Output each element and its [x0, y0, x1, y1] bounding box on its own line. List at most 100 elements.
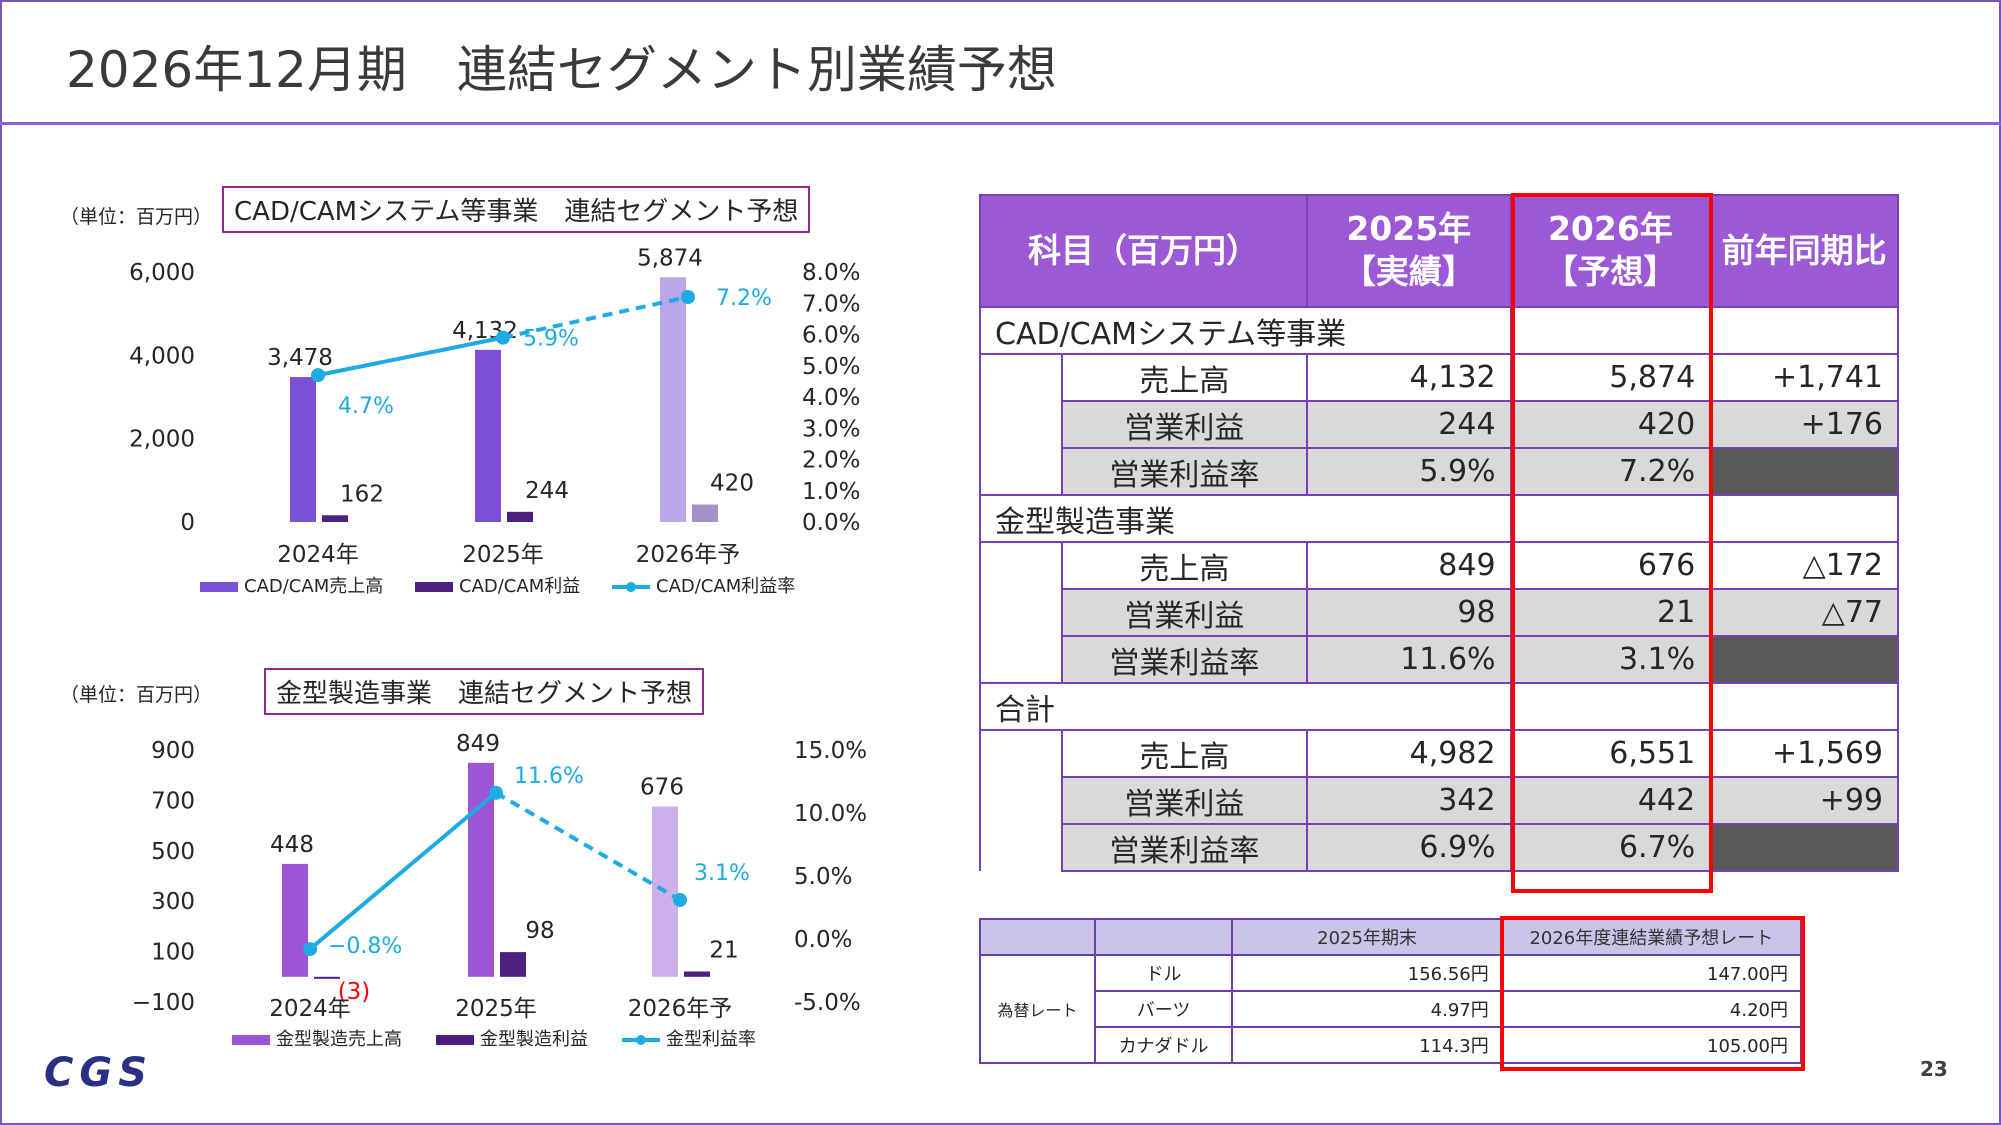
section-name: 合計: [979, 682, 1512, 731]
y2-tick-label: 2.0%: [802, 448, 860, 474]
chart1-unit-label: （単位：百万円）: [60, 206, 213, 228]
category-label: 2024年: [269, 996, 351, 1022]
value-2026: 6.7%: [1509, 823, 1712, 872]
profit-value-label: 420: [710, 471, 754, 497]
fx-row: カナダドル 114.3円 105.00円: [980, 1026, 1803, 1064]
legend-rate-marker: [636, 1035, 646, 1045]
section-blank: [1709, 682, 1899, 731]
profit-value-label: (3): [338, 979, 371, 1005]
y2-tick-label: 15.0%: [794, 738, 867, 764]
value-2025: 6.9%: [1305, 823, 1512, 872]
section-blank: [1509, 682, 1712, 731]
value-yoy: [1709, 635, 1899, 684]
rate-value-label: 4.7%: [338, 394, 394, 419]
section-name: CAD/CAMシステム等事業: [979, 306, 1512, 355]
rate-value-label: 11.6%: [514, 764, 584, 789]
y-tick-label: 2,000: [129, 427, 195, 453]
section-row: CAD/CAMシステム等事業: [979, 306, 1899, 355]
fx-header-blank2: [1093, 918, 1234, 956]
row-label: 営業利益: [1060, 776, 1308, 825]
legend-profit-swatch: [436, 1035, 474, 1045]
indent-cell: [979, 730, 1063, 777]
header-2026: 2026年 【予想】: [1509, 194, 1712, 308]
y2-tick-label: 1.0%: [802, 479, 860, 505]
rate-point: [681, 290, 695, 304]
sales-value-label: 448: [270, 832, 314, 858]
indent-cell: [979, 354, 1063, 401]
y-tick-label: 6,000: [129, 260, 195, 286]
value-2025: 4,982: [1305, 729, 1512, 778]
indent-cell: [979, 589, 1063, 636]
sales-value-label: 849: [456, 731, 500, 757]
rate-point: [496, 330, 510, 345]
value-yoy: [1709, 823, 1899, 872]
forecast-column-highlight: [1511, 193, 1713, 893]
fx-rate-table: 2025年期末 2026年度連結業績予想レート 為替レート ドル 156.56円 14…: [979, 918, 1803, 1064]
y2-tick-label: 8.0%: [802, 260, 860, 286]
section-blank: [1709, 494, 1899, 543]
fx-group-label: 為替レート: [979, 954, 1096, 1064]
profit-bar: [684, 971, 710, 977]
value-2025: 11.6%: [1305, 635, 1512, 684]
y2-tick-label: 0.0%: [794, 927, 852, 953]
indent-cell: [979, 636, 1063, 683]
row-label: 売上高: [1060, 729, 1308, 778]
rate-point: [303, 942, 317, 957]
legend-profit-label: 金型製造利益: [480, 1029, 588, 1050]
y-tick-label: 300: [151, 889, 195, 915]
value-2026: 7.2%: [1509, 447, 1712, 496]
fx-currency: バーツ: [1093, 990, 1234, 1028]
indent-cell: [979, 777, 1063, 824]
fx-row: 為替レート ドル 156.56円 147.00円: [979, 954, 1803, 1064]
sales-bar: [660, 277, 686, 522]
category-label: 2026年予: [636, 542, 741, 568]
fx-forecast-highlight: [1500, 916, 1805, 1071]
fx-2025: 4.97円: [1231, 990, 1503, 1028]
value-yoy: +176: [1709, 400, 1899, 449]
y2-tick-label: 0.0%: [802, 510, 860, 536]
header-yoy: 前年同期比: [1709, 194, 1899, 308]
value-2026: 3.1%: [1509, 635, 1712, 684]
value-2025: 849: [1305, 541, 1512, 590]
profit-value-label: 244: [525, 478, 569, 504]
legend-rate-marker: [626, 582, 636, 592]
rate-line-segment: [494, 791, 682, 902]
fx-2025: 156.56円: [1231, 954, 1503, 992]
page-number: 23: [1920, 1057, 1948, 1081]
logo-text: CGS: [44, 1052, 153, 1092]
row-label: 売上高: [1060, 541, 1308, 590]
table-row: 営業利益 98 21 △77: [979, 588, 1899, 637]
category-label: 2025年: [462, 542, 544, 568]
legend-rate-label: 金型利益率: [666, 1029, 756, 1050]
section-blank: [1509, 494, 1712, 543]
fx-header-2025: 2025年期末: [1231, 918, 1503, 956]
mold-chart: 900 700 500 300 100 −100 15.0% 10.0% 5.0% 0.0% -5.…: [132, 731, 867, 1050]
table-row: 売上高 4,982 6,551 +1,569: [979, 729, 1899, 778]
rate-value-label: 3.1%: [694, 861, 750, 886]
value-yoy: +1,741: [1709, 353, 1899, 402]
value-2026: 21: [1509, 588, 1712, 637]
rate-point: [673, 892, 687, 907]
rate-value-label: 5.9%: [523, 327, 579, 352]
section-row: 合計: [979, 682, 1899, 731]
value-2025: 5.9%: [1305, 447, 1512, 496]
value-yoy: △77: [1709, 588, 1899, 637]
value-2026: 442: [1509, 776, 1712, 825]
value-2025: 342: [1305, 776, 1512, 825]
y2-tick-label: -5.0%: [794, 990, 861, 1016]
chart1-title: CAD/CAMシステム等事業 連結セグメント予想: [222, 186, 811, 233]
y2-tick-label: 5.0%: [802, 354, 860, 380]
row-label: 営業利益率: [1060, 635, 1308, 684]
y-tick-label: 0: [180, 510, 195, 536]
profit-value-label: 21: [709, 938, 738, 964]
y-tick-label: 900: [151, 738, 195, 764]
y-tick-label: 100: [151, 940, 195, 966]
y2-tick-label: 6.0%: [802, 323, 860, 349]
row-label: 営業利益率: [1060, 823, 1308, 872]
value-yoy: △172: [1709, 541, 1899, 590]
value-2025: 244: [1305, 400, 1512, 449]
legend-profit-swatch: [415, 582, 453, 592]
fx-2026: 105.00円: [1500, 1026, 1803, 1064]
indent-cell: [979, 542, 1063, 589]
